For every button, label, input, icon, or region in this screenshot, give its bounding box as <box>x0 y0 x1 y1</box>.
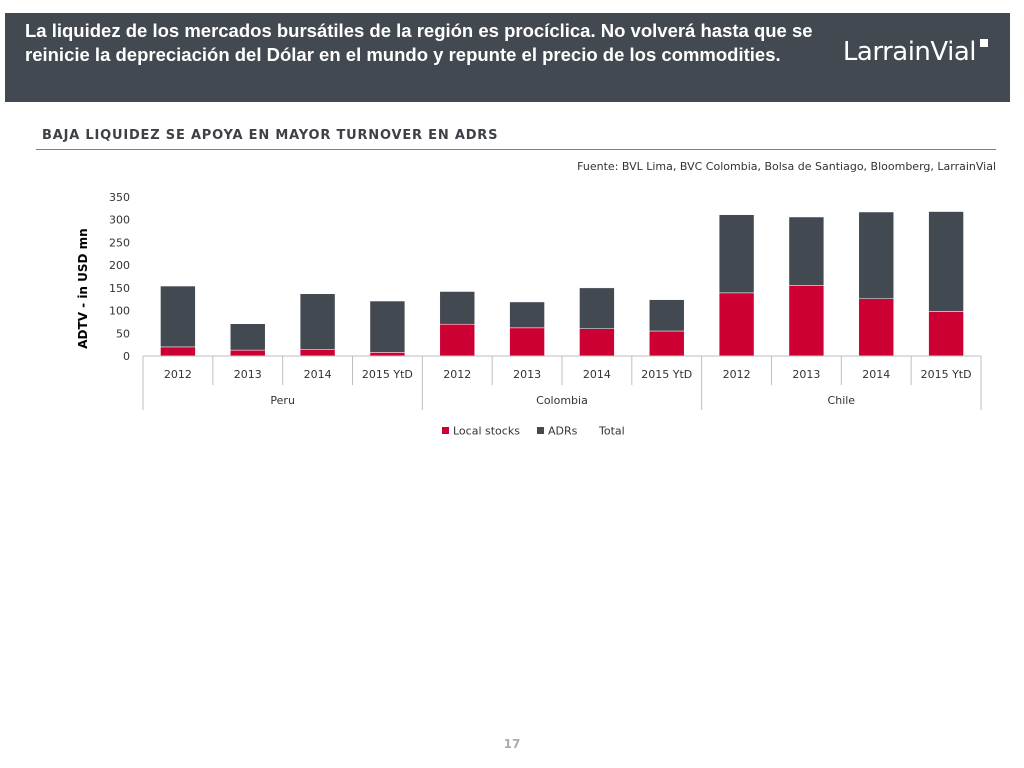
bar-local-stocks <box>788 285 825 357</box>
bar-local-stocks <box>928 311 964 357</box>
x-tick-label: 2013 <box>792 368 820 381</box>
y-tick-label: 0 <box>123 350 130 363</box>
bar-adrs <box>509 301 545 329</box>
legend-swatch <box>537 427 544 434</box>
bar-local-stocks <box>299 349 336 357</box>
x-tick-label: 2015 YtD <box>921 368 972 381</box>
page-number: 17 <box>503 737 521 751</box>
x-tick-label: 2014 <box>304 368 332 381</box>
section-subtitle: BAJA LIQUIDEZ SE APOYA EN MAYOR TURNOVER… <box>42 128 499 143</box>
bar-local-stocks <box>718 292 755 357</box>
x-group-label: Colombia <box>536 394 588 407</box>
y-tick-label: 300 <box>109 214 130 227</box>
y-axis-title: ADTV - in USD mn <box>76 228 90 348</box>
x-tick-label: 2012 <box>164 368 192 381</box>
bar-adrs <box>579 287 615 329</box>
y-tick-label: 150 <box>109 282 130 295</box>
x-tick-label: 2012 <box>723 368 751 381</box>
legend-label: Local stocks <box>453 425 520 438</box>
bar-adrs <box>858 211 894 300</box>
y-tick-label: 350 <box>109 191 130 204</box>
bar-local-stocks <box>160 346 196 357</box>
x-tick-label: 2015 YtD <box>641 368 692 381</box>
x-tick-label: 2014 <box>583 368 611 381</box>
bar-adrs <box>369 300 406 353</box>
bar-adrs <box>649 299 685 332</box>
bar-local-stocks <box>369 352 406 357</box>
y-tick-label: 200 <box>109 259 130 272</box>
bar-local-stocks <box>230 349 266 357</box>
bar-local-stocks <box>509 327 545 357</box>
subtitle-divider <box>36 149 996 150</box>
y-tick-label: 50 <box>116 327 130 340</box>
x-tick-label: 2013 <box>513 368 541 381</box>
bar-adrs <box>928 211 964 312</box>
source-note: Fuente: BVL Lima, BVC Colombia, Bolsa de… <box>577 160 996 173</box>
page-title: La liquidez de los mercados bursátiles d… <box>25 20 813 65</box>
x-group-label: Chile <box>828 394 856 407</box>
x-tick-label: 2014 <box>862 368 890 381</box>
header-bar: La liquidez de los mercados bursátiles d… <box>5 13 1010 102</box>
legend-swatch <box>442 427 449 434</box>
legend-label: Total <box>598 425 625 438</box>
bar-local-stocks <box>858 298 894 357</box>
bar-local-stocks <box>579 328 615 357</box>
bar-adrs <box>299 293 336 350</box>
logo-text: LarrainVial <box>842 37 977 67</box>
bar-local-stocks <box>439 323 475 357</box>
bar-adrs <box>160 285 196 348</box>
x-tick-label: 2012 <box>443 368 471 381</box>
x-group-label: Peru <box>270 394 295 407</box>
y-tick-label: 100 <box>109 305 130 318</box>
bar-adrs <box>718 214 755 294</box>
larrainvial-logo: LarrainVial <box>843 37 988 67</box>
legend-label: ADRs <box>548 425 578 438</box>
bar-local-stocks <box>649 330 685 357</box>
bar-adrs <box>788 216 825 286</box>
x-tick-label: 2015 YtD <box>362 368 413 381</box>
bar-adrs <box>439 291 475 325</box>
logo-square-icon <box>980 39 988 47</box>
bar-adrs <box>230 323 266 351</box>
x-tick-label: 2013 <box>234 368 262 381</box>
y-tick-label: 250 <box>109 236 130 249</box>
